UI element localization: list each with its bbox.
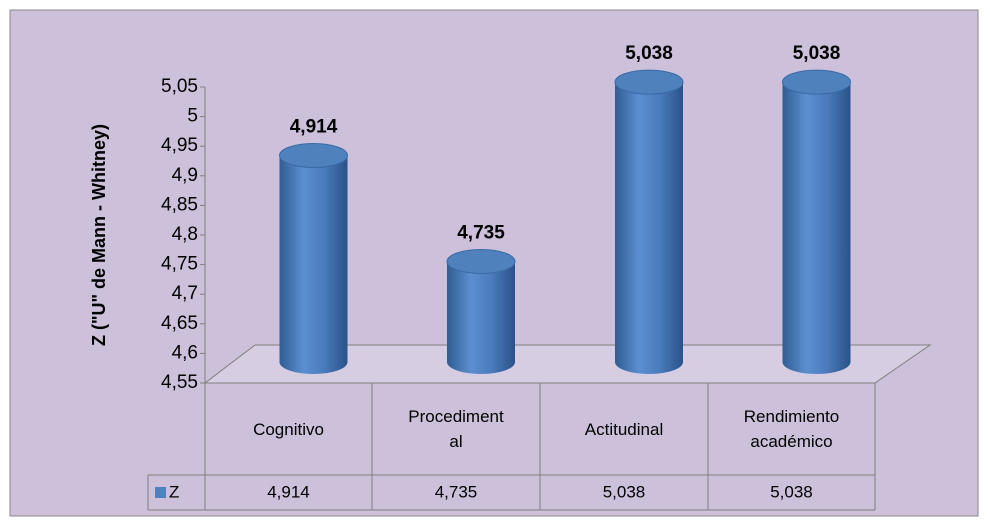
y-tick-label: 5: [187, 106, 198, 127]
data-label: 5,038: [625, 43, 673, 64]
y-tick-label: 4,75: [161, 254, 198, 275]
y-tick-label: 4,95: [161, 135, 198, 156]
data-label: 4,914: [290, 117, 338, 138]
x-tick-label: Procedimental: [408, 407, 504, 451]
table-value: 4,735: [435, 482, 478, 501]
y-tick-label: 4,55: [161, 372, 198, 393]
y-tick-label: 5,05: [161, 76, 198, 97]
y-tick-label: 4,8: [172, 224, 198, 245]
legend-label: Z: [169, 482, 179, 501]
data-table: [147, 382, 876, 511]
y-tick-label: 4,65: [161, 313, 198, 334]
y-tick-label: 4,9: [172, 165, 198, 186]
data-label: 5,038: [793, 43, 841, 64]
table-value: 4,914: [267, 482, 310, 501]
legend-swatch: [155, 487, 166, 498]
y-axis-title: Z ("U" de Mann - Whitney): [89, 124, 109, 346]
y-tick-label: 4,7: [172, 283, 198, 304]
bar: [782, 69, 851, 374]
x-tick-label: Rendimiento académico: [743, 407, 840, 451]
bar: [279, 143, 348, 374]
x-tick-label: Cognitivo: [253, 419, 324, 439]
table-value: 5,038: [603, 482, 646, 501]
data-label: 4,735: [457, 222, 505, 243]
bar: [446, 248, 516, 374]
bar: [614, 69, 684, 374]
y-tick-label: 4,85: [161, 194, 198, 215]
table-value: 5,038: [770, 482, 813, 501]
x-tick-label: Actitudinal: [584, 419, 664, 439]
y-tick-label: 4,6: [172, 342, 198, 363]
